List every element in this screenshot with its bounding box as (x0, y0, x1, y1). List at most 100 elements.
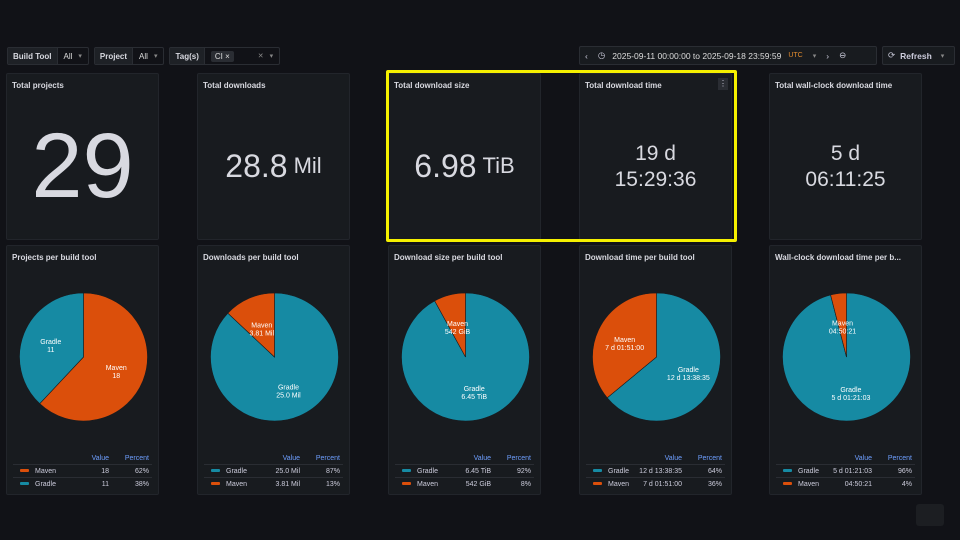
pie-label: 6.45 TiB (461, 394, 487, 401)
legend-row[interactable]: Maven 7 d 01:51:00 36% (586, 477, 725, 490)
stat-value: 15:29:36 (614, 167, 697, 191)
pie-label: Gradle (40, 339, 61, 346)
legend-swatch (211, 469, 220, 473)
chevron-down-icon: ▾ (812, 52, 817, 60)
pie-panel: Download time per build tool Gradle 12 d 1… (579, 245, 732, 495)
legend-swatch (593, 482, 602, 486)
refresh-icon[interactable]: ⟳ (888, 50, 896, 60)
pie-label: Maven (106, 365, 127, 372)
clear-icon[interactable]: ✕ (257, 53, 264, 60)
legend-row[interactable]: Gradle 12 d 13:38:35 64% (586, 464, 725, 478)
pie-slice-gradle[interactable] (19, 292, 84, 405)
panel-title: Total downloads (203, 81, 266, 90)
stat-panel: Total wall-clock download time 5 d 06:11:2… (769, 73, 922, 240)
pie-panel: Wall-clock download time per b... Gradle 5… (769, 245, 922, 495)
pie-legend: Value Percent Gradle 12 d 13:38:35 64% Maven 7… (586, 453, 725, 490)
legend-swatch (402, 469, 411, 473)
legend-header-percent[interactable]: Percent (887, 455, 912, 462)
project-variable[interactable]: Project All ▾ (93, 47, 165, 65)
panel-title: Projects per build tool (12, 253, 97, 262)
time-back-button[interactable]: ‹ (585, 50, 588, 61)
pie-slice-maven[interactable] (39, 292, 148, 422)
build-tool-variable[interactable]: Build Tool All ▾ (7, 47, 89, 65)
pie-panel: Projects per build tool Maven 18 Gradle 11 Va… (6, 245, 159, 495)
legend-row[interactable]: Gradle 5 d 01:21:03 96% (776, 464, 915, 478)
pie-label: Maven (832, 320, 853, 327)
panel-title: Download size per build tool (394, 253, 503, 262)
pie-panel: Download size per build tool Gradle 6.45 T… (388, 245, 541, 495)
pie-label: 5 d 01:21:03 (831, 395, 870, 402)
legend-header-value[interactable]: Value (473, 455, 491, 462)
pie-legend: Value Percent Maven 18 62% Gradle 11 38% (13, 453, 152, 490)
time-picker: ‹ ◷ 2025-09-11 00:00:00 to 2025-09-18 23… (579, 46, 877, 65)
pie-label: Gradle (278, 384, 299, 391)
tag-chip[interactable]: CI × (210, 50, 234, 62)
chevron-down-icon[interactable]: ▾ (940, 52, 945, 60)
legend-header-percent[interactable]: Percent (697, 455, 722, 462)
legend-header-value[interactable]: Value (91, 455, 109, 462)
refresh-button[interactable]: Refresh (900, 50, 932, 61)
remove-icon[interactable]: × (225, 51, 230, 61)
legend-header-percent[interactable]: Percent (124, 455, 149, 462)
stat-panel: Total projects 29 (6, 73, 159, 240)
legend-header-percent[interactable]: Percent (506, 455, 531, 462)
pie-label: Maven (614, 337, 635, 344)
chevron-down-icon: ▾ (78, 53, 82, 60)
stat-value: 19 d (635, 142, 676, 166)
legend-swatch (783, 469, 792, 473)
pie-legend: Value Percent Gradle 6.45 TiB 92% Maven 542 Gi… (395, 453, 534, 490)
legend-swatch (20, 469, 29, 473)
stat-unit: Mil (293, 153, 322, 179)
stat-value: 5 d (830, 142, 861, 166)
stat-unit: TiB (482, 153, 515, 179)
pie-slice-maven[interactable] (434, 292, 466, 358)
legend-row[interactable]: Maven 3.81 Mil 13% (204, 477, 343, 490)
pie-label: Maven (447, 321, 468, 328)
pie-label: Gradle (678, 367, 699, 374)
panel-title: Total download size (394, 81, 470, 90)
pie-slice-maven[interactable] (592, 292, 657, 399)
time-forward-button[interactable]: › (826, 50, 830, 61)
legend-header-value[interactable]: Value (282, 455, 300, 462)
zoom-out-icon[interactable]: ⊖ (839, 50, 847, 60)
legend-row[interactable]: Maven 542 GiB 8% (395, 477, 534, 490)
pie-slice-gradle[interactable] (606, 292, 721, 422)
panel-title: Total wall-clock download time (775, 81, 893, 90)
time-range-button[interactable]: 2025-09-11 00:00:00 to 2025-09-18 23:59:… (612, 50, 782, 61)
legend-swatch (20, 482, 29, 486)
chevron-down-icon: ▾ (153, 53, 158, 60)
pie-label: Maven (251, 323, 272, 330)
watermark-logo (916, 504, 944, 526)
legend-header-value[interactable]: Value (664, 455, 682, 462)
pie-slice-maven[interactable] (227, 292, 275, 358)
stat-panel: Total downloads 28.8 Mil (197, 73, 350, 240)
pie-label: Gradle (840, 387, 861, 394)
pie-label: 3.81 Mil (250, 331, 275, 338)
stat-value: 28.8 (225, 148, 288, 185)
legend-row[interactable]: Maven 18 62% (13, 464, 152, 478)
pie-panel: Downloads per build tool Gradle 25.0 Mil Ma… (197, 245, 350, 495)
panel-title: Total projects (12, 81, 64, 90)
legend-swatch (783, 482, 792, 486)
panel-menu-icon[interactable]: ⋮ (718, 78, 728, 90)
legend-row[interactable]: Maven 04:50:21 4% (776, 477, 915, 490)
pie-label: 25.0 Mil (276, 392, 301, 399)
legend-swatch (211, 482, 220, 486)
panel-title: Download time per build tool (585, 253, 695, 262)
chevron-down-icon: ▾ (269, 53, 274, 60)
stat-value: 6.98 (414, 148, 477, 185)
legend-row[interactable]: Gradle 25.0 Mil 87% (204, 464, 343, 478)
pie-slice-maven[interactable] (830, 292, 847, 358)
variables-bar: Build Tool All ▾ Project All ▾ Tag(s) CI × ✕ ▾ (7, 47, 281, 65)
pie-label: 7 d 01:51:00 (605, 345, 644, 352)
legend-header-value[interactable]: Value (854, 455, 872, 462)
legend-row[interactable]: Gradle 11 38% (13, 477, 152, 490)
tags-variable[interactable]: Tag(s) CI × ✕ ▾ (169, 47, 281, 65)
stat-value: 06:11:25 (805, 167, 886, 191)
legend-header-percent[interactable]: Percent (315, 455, 340, 462)
stat-value: 29 (31, 115, 134, 218)
legend-swatch (593, 469, 602, 473)
legend-row[interactable]: Gradle 6.45 TiB 92% (395, 464, 534, 478)
